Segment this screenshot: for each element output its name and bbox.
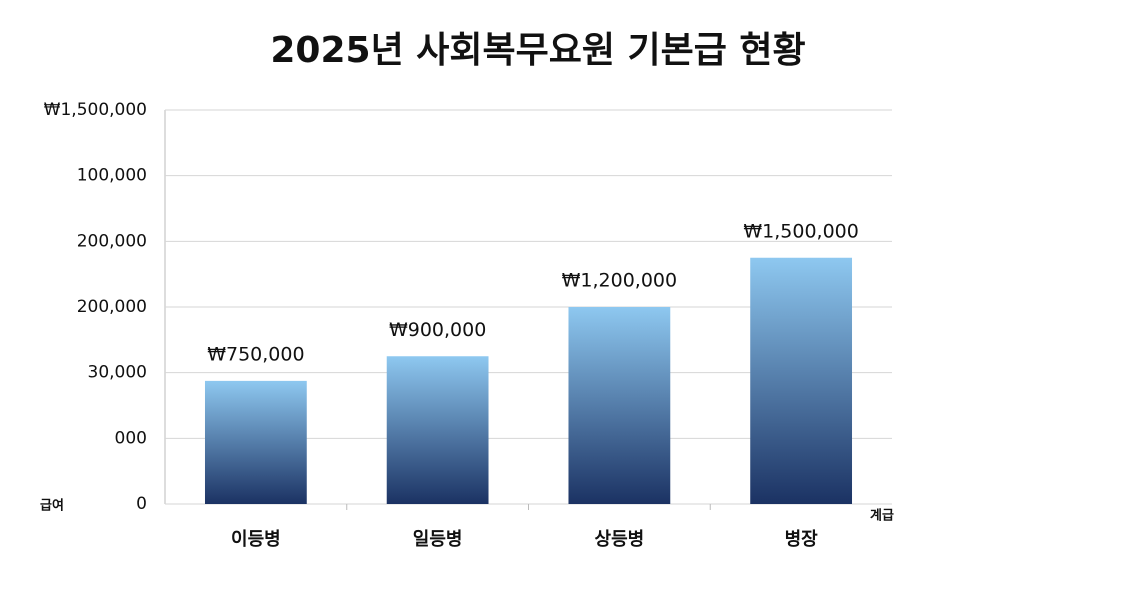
y-tick-label: ₩1,500,000 bbox=[44, 100, 147, 120]
bar bbox=[204, 380, 307, 504]
value-label: ₩1,200,000 bbox=[562, 270, 677, 292]
y-tick-label: 30,000 bbox=[88, 363, 147, 383]
x-tick-label: 일등병 bbox=[413, 529, 463, 550]
x-tick-label: 병장 bbox=[785, 529, 819, 550]
y-tick-label: 200,000 bbox=[77, 297, 147, 317]
x-axis-label: 계급 bbox=[870, 509, 894, 524]
x-tick-label: 상등병 bbox=[595, 529, 645, 550]
value-label: ₩900,000 bbox=[389, 319, 486, 341]
x-tick-label: 이등병 bbox=[231, 529, 281, 550]
bar bbox=[568, 307, 671, 504]
bar bbox=[386, 356, 489, 504]
y-tick-label: 100,000 bbox=[77, 166, 147, 186]
y-tick-label: 200,000 bbox=[77, 231, 147, 251]
value-label: ₩750,000 bbox=[207, 343, 304, 365]
bar bbox=[750, 257, 853, 504]
y-axis-label: 급여 bbox=[40, 498, 64, 514]
y-tick-label: 000 bbox=[115, 428, 147, 448]
chart-title: 2025년 사회복무요원 기본급 현황 bbox=[270, 30, 805, 71]
y-tick-label: 0 bbox=[136, 494, 147, 514]
value-label: ₩1,500,000 bbox=[743, 220, 858, 242]
